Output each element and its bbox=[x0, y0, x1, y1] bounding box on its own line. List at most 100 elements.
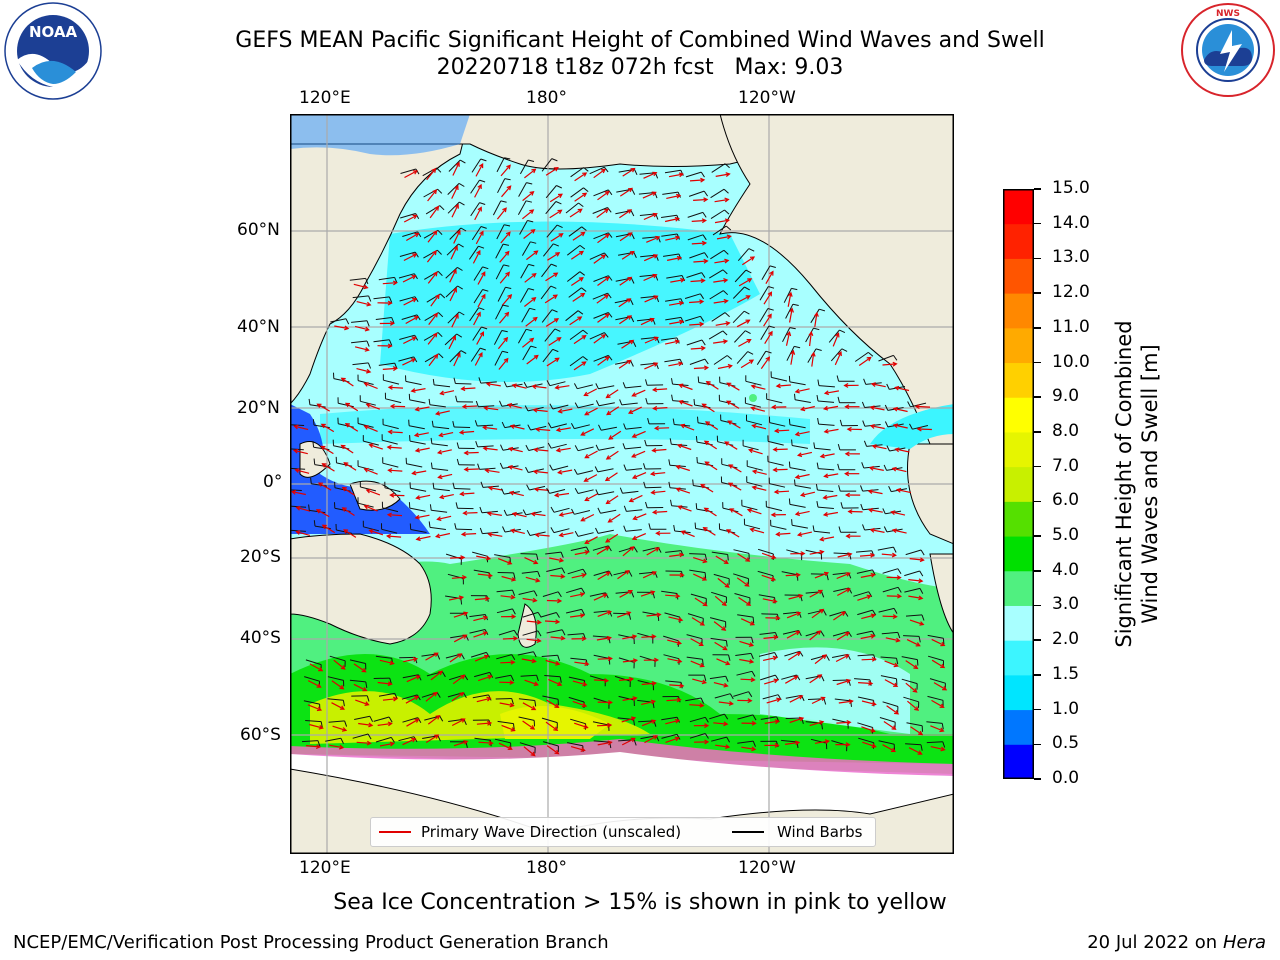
wind-barb-feather bbox=[723, 249, 729, 255]
wave-direction-arrowhead bbox=[363, 467, 369, 473]
wind-barb-feather bbox=[437, 735, 441, 742]
wave-direction-arrow bbox=[426, 250, 437, 263]
wind-barb-feather bbox=[595, 444, 600, 451]
wave-direction-arrowhead bbox=[532, 597, 538, 603]
wave-direction-arrow bbox=[487, 512, 502, 516]
wave-direction-arrowhead bbox=[700, 278, 706, 284]
wind-barb bbox=[663, 654, 680, 660]
wind-barb bbox=[904, 570, 920, 577]
wave-direction-arrowhead bbox=[387, 467, 393, 473]
wind-barb bbox=[636, 318, 653, 322]
wave-direction-arrow bbox=[644, 336, 659, 344]
wave-direction-arrowhead bbox=[363, 504, 369, 510]
wind-barb bbox=[814, 530, 831, 534]
wind-barb-feather bbox=[480, 226, 487, 229]
wave-direction-arrowhead bbox=[816, 630, 822, 635]
wind-barb bbox=[906, 722, 923, 727]
wave-direction-arrowhead bbox=[651, 634, 657, 640]
wind-barb-feather bbox=[893, 355, 898, 361]
wave-direction-arrow bbox=[681, 530, 695, 538]
wind-barb-feather bbox=[883, 464, 888, 471]
wind-barb-feather bbox=[417, 717, 422, 723]
wind-barb bbox=[639, 213, 656, 216]
wave-direction-arrow bbox=[403, 658, 418, 663]
wave-direction-arrowhead bbox=[484, 468, 490, 474]
colorbar-tick-label: 10.0 bbox=[1052, 351, 1090, 372]
wave-direction-arrowhead bbox=[794, 740, 801, 746]
wind-barb-feather bbox=[415, 213, 420, 219]
wave-direction-arrow bbox=[453, 740, 468, 747]
wind-barb-feather bbox=[825, 655, 830, 661]
wave-direction-arrow bbox=[621, 717, 636, 723]
wave-direction-arrowhead bbox=[650, 489, 656, 495]
wind-barb bbox=[479, 467, 496, 470]
wave-direction-arrowhead bbox=[789, 307, 794, 313]
wind-barb bbox=[433, 426, 450, 430]
wave-direction-arrow bbox=[653, 388, 668, 391]
wave-direction-arrow bbox=[632, 472, 647, 479]
colorbar-swatch bbox=[1003, 674, 1034, 711]
wave-direction-arrow bbox=[608, 430, 622, 440]
wave-direction-arrowhead bbox=[343, 462, 349, 467]
wave-direction-arrow bbox=[305, 745, 320, 748]
wind-barb bbox=[830, 348, 843, 362]
wind-barb-feather bbox=[634, 169, 638, 176]
wave-direction-arrowhead bbox=[653, 295, 659, 300]
wave-direction-arrowhead bbox=[485, 381, 491, 387]
wind-barb-feather bbox=[478, 245, 485, 249]
wave-direction-arrowhead bbox=[940, 746, 946, 752]
wind-barb-feather bbox=[942, 638, 945, 645]
wind-barb-feather bbox=[723, 188, 729, 194]
wave-direction-arrow bbox=[596, 637, 611, 641]
wave-direction-arrow bbox=[316, 509, 330, 518]
wave-direction-arrowhead bbox=[318, 666, 324, 672]
bottom-tick-120e: 120°E bbox=[299, 858, 351, 878]
wave-direction-arrow bbox=[449, 269, 457, 283]
wind-barb bbox=[733, 549, 750, 554]
wave-direction-arrow bbox=[766, 698, 781, 704]
wind-barb bbox=[495, 698, 512, 700]
wave-direction-arrow bbox=[632, 430, 646, 438]
wind-barb bbox=[477, 445, 494, 448]
wave-direction-arrowhead bbox=[509, 680, 515, 685]
wind-barb bbox=[301, 740, 318, 743]
wave-direction-arrow bbox=[549, 193, 563, 203]
wave-direction-arrowhead bbox=[914, 706, 920, 711]
wind-barb bbox=[382, 439, 398, 445]
wave-direction-arrow bbox=[436, 532, 451, 538]
wind-barb-feather bbox=[630, 360, 634, 367]
wave-direction-arrowhead bbox=[725, 172, 731, 177]
wave-direction-arrow bbox=[597, 313, 610, 323]
wave-direction-arrow bbox=[448, 596, 464, 601]
wave-direction-arrow bbox=[738, 278, 752, 287]
wave-direction-arrowhead bbox=[679, 683, 685, 689]
wave-direction-arrowhead bbox=[316, 683, 322, 688]
wind-barb bbox=[709, 675, 726, 680]
wave-direction-arrowhead bbox=[602, 593, 608, 598]
colorbar-tick-mark bbox=[1034, 639, 1041, 641]
footer-host: Hera bbox=[1222, 932, 1266, 953]
wind-barb-feather bbox=[456, 333, 463, 338]
wave-direction-arrow bbox=[752, 470, 767, 475]
wind-barb-feather bbox=[647, 417, 650, 425]
wave-direction-arrowhead bbox=[365, 403, 371, 408]
colorbar-tick-label: 0.5 bbox=[1052, 733, 1080, 754]
wind-barb-feather bbox=[729, 693, 734, 700]
wind-barb-feather bbox=[671, 394, 674, 401]
wave-direction-arrowhead bbox=[699, 321, 705, 327]
wind-barb-feather bbox=[344, 720, 348, 727]
wind-barb-feather bbox=[452, 482, 455, 489]
wind-barb bbox=[767, 461, 784, 466]
wave-direction-arrow bbox=[741, 256, 755, 266]
wave-direction-arrowhead bbox=[679, 572, 685, 578]
wind-barb bbox=[597, 468, 614, 473]
wave-direction-arrowhead bbox=[745, 319, 751, 324]
colorbar-swatch bbox=[1003, 258, 1034, 294]
wave-direction-arrow bbox=[773, 468, 788, 471]
wave-direction-arrow bbox=[739, 640, 754, 647]
wave-direction-arrowhead bbox=[632, 515, 638, 521]
wind-barb-feather bbox=[724, 312, 730, 318]
wave-direction-arrow bbox=[814, 572, 829, 579]
wave-direction-arrow bbox=[317, 403, 330, 412]
wind-barb-feather bbox=[573, 468, 578, 475]
